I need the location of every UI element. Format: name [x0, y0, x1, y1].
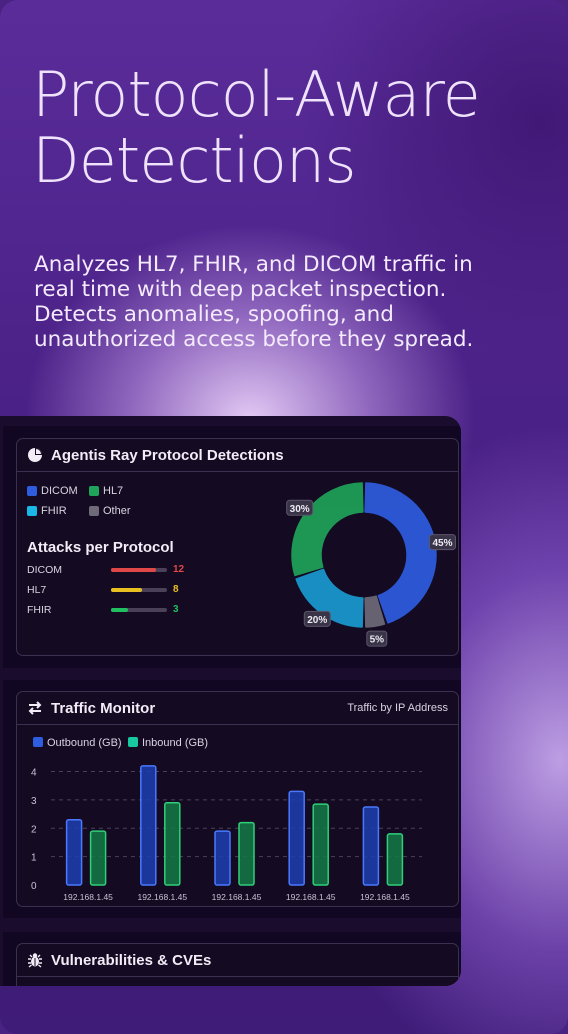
- bar-inbound[interactable]: [238, 821, 255, 886]
- detections-card: Agentis Ray Protocol Detections DICOM HL…: [3, 426, 461, 668]
- traffic-bar-chart: Outbound (GB) Inbound (GB) 0 1 2 3 4 192.168.1.…: [31, 737, 422, 902]
- attack-label: DICOM: [27, 564, 62, 576]
- x-tick-label: 192.168.1.45: [212, 892, 262, 902]
- traffic-title: Traffic Monitor: [51, 699, 156, 717]
- attack-bar: [111, 568, 167, 572]
- attack-row-hl7: HL7 8: [27, 584, 197, 596]
- legend-swatch: [27, 506, 37, 516]
- bar-outbound[interactable]: [288, 790, 305, 886]
- attack-row-dicom: DICOM 12: [27, 564, 197, 576]
- detections-header: Agentis Ray Protocol Detections: [17, 439, 458, 472]
- legend-label: Inbound (GB): [142, 737, 208, 749]
- attack-bar-fill: [111, 608, 128, 612]
- attack-bar-fill: [111, 588, 142, 592]
- svg-text:5%: 5%: [370, 635, 385, 646]
- traffic-inner: Traffic Monitor Traffic by IP Address Ou…: [16, 691, 459, 907]
- bar-outbound[interactable]: [140, 765, 157, 886]
- protocol-donut-chart: 45% 5% 20% 30%: [286, 482, 457, 647]
- legend-swatch: [89, 486, 99, 496]
- bar-inbound[interactable]: [164, 801, 181, 886]
- swap-arrows-icon: [28, 701, 42, 715]
- attack-row-fhir: FHIR 3: [27, 604, 197, 616]
- hero-subtitle: Analyzes HL7, FHIR, and DICOM traffic in…: [34, 252, 474, 352]
- donut-label-other: 5%: [366, 630, 388, 647]
- hero-title-line2: Detections: [32, 124, 356, 197]
- attack-count: 12: [173, 564, 185, 575]
- vulns-title: Vulnerabilities & CVEs: [51, 951, 212, 969]
- legend-label: Outbound (GB): [47, 737, 122, 749]
- donut-label-dicom: 45%: [429, 534, 457, 551]
- vulns-inner: Vulnerabilities & CVEs: [16, 943, 459, 986]
- attack-bar: [111, 588, 167, 592]
- legend-label: DICOM: [41, 485, 78, 497]
- donut-slice-other[interactable]: [364, 595, 386, 628]
- y-tick-label: 1: [31, 853, 37, 864]
- legend-other: Other: [89, 505, 131, 517]
- bar-inbound[interactable]: [386, 833, 404, 886]
- svg-text:45%: 45%: [433, 538, 453, 549]
- legend-label: FHIR: [41, 505, 67, 517]
- attack-bar: [111, 608, 167, 612]
- legend-label: HL7: [103, 485, 124, 497]
- dashboard-panel: Agentis Ray Protocol Detections DICOM HL…: [0, 416, 461, 986]
- legend-fhir: FHIR: [27, 505, 67, 517]
- legend-hl7: HL7: [89, 485, 123, 497]
- bug-icon: [28, 953, 42, 968]
- attack-bar-fill: [111, 568, 156, 572]
- donut-label-fhir: 20%: [303, 610, 331, 627]
- svg-text:30%: 30%: [290, 504, 310, 515]
- x-tick-label: 192.168.1.45: [137, 892, 187, 902]
- vulns-header: Vulnerabilities & CVEs: [17, 944, 458, 977]
- legend-label: Other: [103, 505, 131, 517]
- pie-chart-icon: [28, 448, 42, 462]
- donut-label-hl7: 30%: [286, 499, 314, 516]
- attacks-title: Attacks per Protocol: [27, 539, 174, 556]
- donut-slice-dicom[interactable]: [364, 482, 437, 624]
- x-tick-label: 192.168.1.45: [63, 892, 113, 902]
- bar-outbound[interactable]: [214, 830, 231, 886]
- traffic-subtitle: Traffic by IP Address: [347, 702, 448, 714]
- bar-outbound[interactable]: [362, 806, 380, 886]
- legend-dicom: DICOM: [27, 485, 78, 497]
- bar-inbound[interactable]: [312, 803, 329, 886]
- y-tick-label: 0: [31, 881, 37, 892]
- detections-title: Agentis Ray Protocol Detections: [51, 446, 284, 464]
- svg-text:20%: 20%: [307, 615, 327, 626]
- bar-inbound[interactable]: [89, 830, 107, 886]
- donut-slice-hl7[interactable]: [291, 482, 364, 577]
- y-tick-label: 2: [31, 824, 37, 835]
- attack-count: 3: [173, 604, 179, 615]
- y-tick-label: 3: [31, 796, 37, 807]
- hero-title-line1: Protocol-Aware: [32, 58, 481, 131]
- traffic-header: Traffic Monitor Traffic by IP Address: [17, 692, 458, 725]
- legend-swatch: [33, 737, 43, 747]
- attack-label: HL7: [27, 584, 47, 596]
- donut-slice-fhir[interactable]: [295, 568, 364, 628]
- legend-swatch: [128, 737, 138, 747]
- legend-swatch: [27, 486, 37, 496]
- legend-swatch: [89, 506, 99, 516]
- attack-count: 8: [173, 584, 179, 595]
- x-tick-label: 192.168.1.45: [286, 892, 336, 902]
- traffic-card: Traffic Monitor Traffic by IP Address Ou…: [3, 680, 461, 918]
- hero-title: Protocol-Aware Detections: [32, 62, 552, 194]
- detections-inner: Agentis Ray Protocol Detections DICOM HL…: [16, 438, 459, 656]
- y-tick-label: 4: [31, 768, 37, 779]
- attack-label: FHIR: [27, 604, 52, 616]
- vulns-card: Vulnerabilities & CVEs: [3, 932, 461, 986]
- bar-outbound[interactable]: [65, 818, 83, 886]
- x-tick-label: 192.168.1.45: [360, 892, 410, 902]
